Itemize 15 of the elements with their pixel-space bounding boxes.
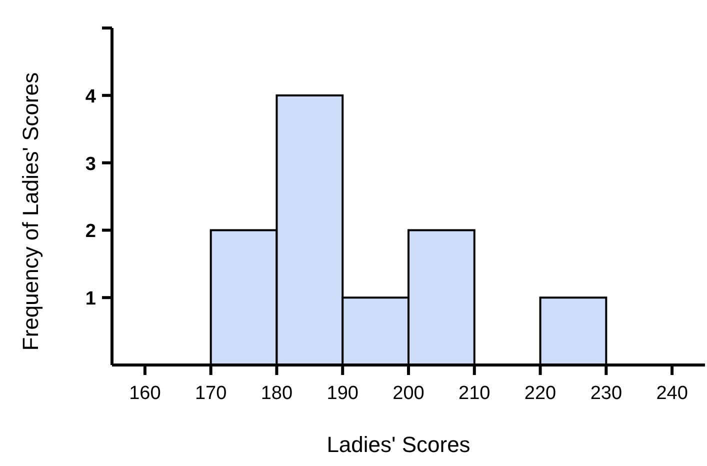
x-tick-label: 160 xyxy=(129,383,161,404)
x-axis-title: Ladies' Scores xyxy=(326,432,470,457)
y-tick-label: 2 xyxy=(85,221,96,242)
x-tick-label: 170 xyxy=(194,383,227,404)
x-tick-label: 220 xyxy=(524,383,556,404)
x-tick-label: 240 xyxy=(656,383,688,404)
x-tick-label: 200 xyxy=(392,383,424,404)
y-tick-label: 4 xyxy=(85,86,96,108)
y-tick-label: 1 xyxy=(85,288,96,310)
x-tick-label: 210 xyxy=(458,383,490,404)
x-tick-label: 180 xyxy=(260,383,293,404)
y-axis-title: Frequency of Ladies' Scores xyxy=(18,72,43,351)
x-tick-label: 190 xyxy=(326,383,358,404)
x-tick-label: 230 xyxy=(590,383,622,404)
y-tick-label: 3 xyxy=(85,154,96,175)
